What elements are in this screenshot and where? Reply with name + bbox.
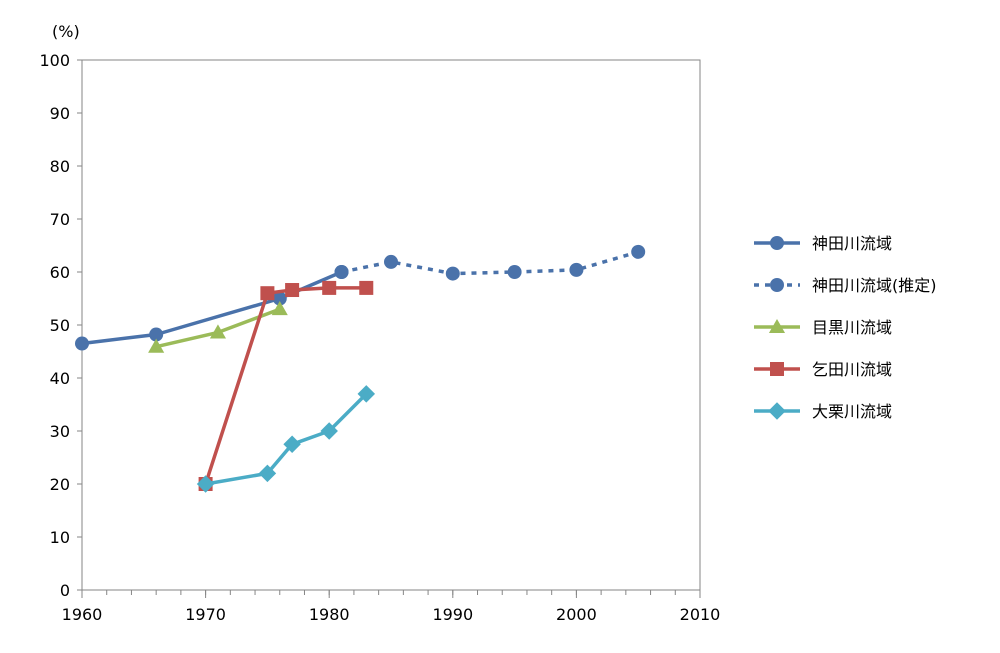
data-point xyxy=(770,362,784,376)
data-point xyxy=(271,301,288,316)
y-tick-label: 80 xyxy=(50,157,70,176)
legend-label: 乞田川流域 xyxy=(812,360,892,379)
y-tick-label: 40 xyxy=(50,369,70,388)
data-point xyxy=(320,422,338,440)
data-point xyxy=(260,286,275,301)
x-tick-label: 1990 xyxy=(432,605,473,624)
data-point xyxy=(75,336,89,351)
x-tick-label: 1970 xyxy=(185,605,226,624)
data-point xyxy=(149,327,164,342)
data-point xyxy=(285,283,300,298)
x-tick-label: 1980 xyxy=(309,605,350,624)
data-point xyxy=(148,338,165,353)
data-point xyxy=(283,435,301,453)
series-layer xyxy=(75,244,646,493)
y-tick-label: 60 xyxy=(50,263,70,282)
data-point xyxy=(322,280,337,295)
series-2 xyxy=(148,301,288,353)
data-point xyxy=(768,318,786,334)
data-point xyxy=(258,464,277,483)
legend-label: 神田川流域 xyxy=(812,234,892,253)
plot-area-border xyxy=(81,59,701,591)
data-point xyxy=(770,236,784,250)
data-point xyxy=(770,278,784,292)
legend-item-4: 大栗川流域 xyxy=(754,402,892,421)
y-tick-label: 70 xyxy=(50,210,70,229)
series-1 xyxy=(334,244,646,281)
data-point xyxy=(196,475,215,493)
data-point xyxy=(357,385,376,403)
legend-label: 神田川流域(推定) xyxy=(812,276,937,295)
data-point xyxy=(334,265,349,279)
y-tick-label: 30 xyxy=(50,422,70,441)
x-tick-label: 2010 xyxy=(680,605,721,624)
y-tick-label: 50 xyxy=(50,316,70,335)
legend-label: 大栗川流域 xyxy=(812,402,892,421)
series-line xyxy=(341,250,639,276)
legend-item-2: 目黒川流域 xyxy=(754,318,892,337)
data-point xyxy=(768,402,786,420)
data-point xyxy=(384,254,398,269)
x-tick-label: 2000 xyxy=(556,605,597,624)
data-point xyxy=(359,280,374,295)
y-tick-label: 10 xyxy=(50,528,70,547)
y-tick-label: 20 xyxy=(50,475,70,494)
legend-item-3: 乞田川流域 xyxy=(754,360,892,379)
y-tick-label: 100 xyxy=(39,51,70,70)
axes: 0 10 20 30 40 50 60 70 80 90 100 1960 1970 1980 1990 20… xyxy=(39,51,720,624)
data-point xyxy=(507,265,522,279)
data-point xyxy=(209,324,227,339)
y-axis-unit-label: (%) xyxy=(52,22,80,41)
legend-item-1: 神田川流域(推定) xyxy=(754,276,937,295)
data-point xyxy=(569,262,584,277)
series-4 xyxy=(196,385,376,493)
legend-label: 目黒川流域 xyxy=(812,318,892,337)
data-point xyxy=(272,291,287,306)
legend-item-0: 神田川流域 xyxy=(754,234,892,253)
series-line xyxy=(203,286,367,485)
data-point xyxy=(445,266,460,281)
x-tick-label: 1960 xyxy=(62,605,103,624)
y-tick-label: 0 xyxy=(60,581,70,600)
series-line xyxy=(81,270,343,346)
data-point xyxy=(631,244,646,259)
y-tick-label: 90 xyxy=(50,104,70,123)
